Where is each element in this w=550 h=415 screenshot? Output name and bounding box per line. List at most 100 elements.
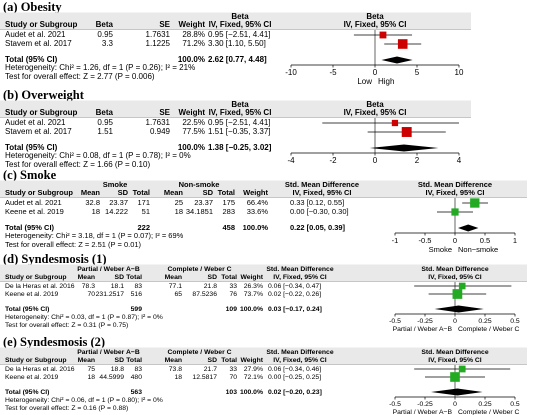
overall-effect: Test for overall effect: Z = 0.16 (P = 0… bbox=[5, 405, 128, 412]
study-name: Audet et al. 2021 bbox=[5, 118, 66, 127]
plot-header: Beta bbox=[366, 12, 384, 21]
total-weight: 100.0% bbox=[243, 223, 269, 232]
total-n: 109 bbox=[226, 306, 238, 313]
effect-square bbox=[379, 31, 387, 39]
total-weight: 100.0% bbox=[178, 55, 205, 64]
effect-header: IV, Fixed, 95% CI bbox=[293, 188, 352, 197]
weight: 77.5% bbox=[182, 127, 205, 136]
column-header: Study or Subgroup bbox=[5, 20, 78, 29]
heterogeneity: Heterogeneity: Chi² = 1.26, df = 1 (P = … bbox=[5, 63, 195, 72]
panel-title: (d) Syndesmosis (1) bbox=[3, 252, 107, 266]
table-cell: 21.8 bbox=[204, 283, 217, 290]
effect-square bbox=[401, 127, 412, 137]
effect-square bbox=[450, 372, 460, 382]
total-diamond bbox=[369, 144, 439, 152]
total-label: Total (95% CI) bbox=[5, 389, 49, 396]
total-diamond bbox=[434, 305, 484, 313]
effect-ci: 3.30 [1.10, 5.50] bbox=[208, 39, 266, 48]
weight: 33.6% bbox=[247, 207, 269, 216]
x-tick-label: 4 bbox=[457, 156, 462, 165]
total-diamond bbox=[381, 56, 413, 64]
panel-title: (e) Syndesmosis (2) bbox=[3, 335, 105, 349]
effect-header: IV, Fixed, 95% CI bbox=[273, 274, 327, 281]
column-header: SD bbox=[118, 188, 129, 197]
x-tick-label: 0.25 bbox=[478, 401, 491, 408]
effect-ci: 0.02 [−0.22, 0.26] bbox=[268, 291, 321, 298]
total-n: 563 bbox=[131, 389, 143, 396]
total-weight: 100.0% bbox=[240, 306, 263, 313]
effect-square bbox=[458, 365, 466, 373]
column-header: Mean bbox=[165, 274, 182, 281]
table-cell: 12.5817 bbox=[192, 374, 217, 381]
x-tick-label: 0 bbox=[453, 401, 457, 408]
weight: 72.1% bbox=[244, 374, 263, 381]
x-tick-label: 2 bbox=[415, 156, 420, 165]
table-cell: 18.8 bbox=[111, 366, 124, 373]
table-cell: 70 bbox=[229, 374, 237, 381]
effect-header: Std. Mean Difference bbox=[285, 180, 359, 189]
heterogeneity: Heterogeneity: Chi² = 3.18, df = 1 (P = … bbox=[5, 231, 184, 240]
x-tick-label: -0.5 bbox=[389, 318, 401, 325]
weight: 28.8% bbox=[182, 30, 205, 39]
axis-label-left: Low bbox=[357, 77, 372, 86]
total-weight: 100.0% bbox=[240, 389, 263, 396]
heterogeneity: Heterogeneity: Chi² = 0.08, df = 1 (P = … bbox=[5, 151, 191, 160]
table-cell: 78.3 bbox=[82, 283, 95, 290]
column-header: Weight bbox=[243, 188, 268, 197]
column-header: Total bbox=[126, 357, 142, 364]
total-effect: 2.62 [0.77, 4.48] bbox=[208, 55, 267, 64]
axis-label-right: Non−smoke bbox=[458, 245, 498, 254]
column-header: Study or Subgroup bbox=[5, 274, 67, 281]
table-cell: 75 bbox=[87, 366, 95, 373]
column-header: Mean bbox=[165, 357, 182, 364]
group-header: Smoke bbox=[103, 180, 128, 189]
plot-header: IV, Fixed, 95% CI bbox=[344, 20, 407, 29]
x-tick-label: -4 bbox=[287, 156, 295, 165]
effect-header: Std. Mean Difference bbox=[266, 349, 333, 356]
table-cell: 3.3 bbox=[102, 39, 114, 48]
table-cell: 51 bbox=[142, 207, 150, 216]
table-cell: 21.7 bbox=[204, 366, 217, 373]
column-header: SD bbox=[208, 274, 218, 281]
table-cell: 171 bbox=[137, 198, 150, 207]
column-header: Study or Subgroup bbox=[5, 188, 73, 197]
overall-effect: Test for overall effect: Z = 1.66 (P = 0… bbox=[5, 160, 150, 169]
axis-label-right: High bbox=[378, 77, 394, 86]
column-header: Weight bbox=[178, 20, 205, 29]
group-header: Complete / Weber C bbox=[167, 266, 231, 273]
x-tick-label: -0.5 bbox=[389, 401, 401, 408]
table-cell: 480 bbox=[131, 374, 143, 381]
table-cell: 70 bbox=[87, 291, 95, 298]
weight: 22.5% bbox=[182, 118, 205, 127]
header-band bbox=[0, 180, 527, 198]
effect-ci: 0.33 [0.12, 0.55] bbox=[290, 198, 344, 207]
x-tick-label: 0.5 bbox=[510, 318, 520, 325]
column-header: Total bbox=[221, 274, 237, 281]
weight: 71.2% bbox=[182, 39, 205, 48]
total-weight: 100.0% bbox=[178, 143, 205, 152]
effect-header: IV, Fixed, 95% CI bbox=[273, 357, 327, 364]
table-cell: 73.8 bbox=[169, 366, 182, 373]
total-n: 599 bbox=[131, 306, 143, 313]
table-cell: 1.7631 bbox=[146, 118, 171, 127]
plot-header: IV, Fixed, 95% CI bbox=[428, 357, 482, 364]
total-effect: 0.02 [−0.20, 0.23] bbox=[268, 389, 322, 396]
table-cell: 283 bbox=[222, 207, 235, 216]
column-header: Total bbox=[126, 274, 142, 281]
total-label: Total (95% CI) bbox=[5, 223, 55, 232]
group-header: Partial / Weber A−B bbox=[77, 349, 140, 356]
table-cell: 33 bbox=[229, 366, 237, 373]
effect-ci: 1.51 [−0.35, 3.37] bbox=[208, 127, 271, 136]
table-cell: 18 bbox=[87, 374, 95, 381]
table-cell: 1.51 bbox=[97, 127, 113, 136]
column-header: Weight bbox=[240, 274, 263, 281]
table-cell: 83 bbox=[134, 366, 142, 373]
weight: 73.7% bbox=[244, 291, 263, 298]
plot-header: IV, Fixed, 95% CI bbox=[428, 274, 482, 281]
column-header: Mean bbox=[78, 357, 95, 364]
x-tick-label: -0.25 bbox=[417, 401, 433, 408]
effect-square bbox=[451, 208, 459, 216]
axis-label-left: Partial / Weber A−B bbox=[393, 326, 453, 333]
heterogeneity: Heterogeneity: Chi² = 0.03, df = 1 (P = … bbox=[5, 314, 163, 321]
